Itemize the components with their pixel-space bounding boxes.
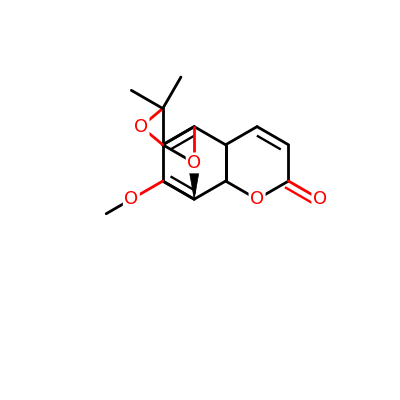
Polygon shape: [188, 163, 200, 199]
Text: O: O: [250, 190, 264, 208]
Text: O: O: [124, 190, 138, 208]
Text: O: O: [313, 190, 327, 208]
Text: O: O: [134, 118, 148, 136]
Text: O: O: [187, 154, 201, 172]
